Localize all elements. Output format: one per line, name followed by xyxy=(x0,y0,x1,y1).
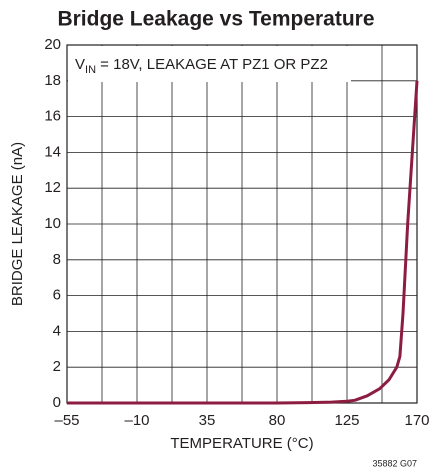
y-tick-label: 10 xyxy=(44,215,61,232)
y-tick-label: 16 xyxy=(44,108,61,125)
y-tick-label: 2 xyxy=(53,358,61,375)
annotation: VIN = 18V, LEAKAGE AT PZ1 OR PZ2 xyxy=(75,56,328,76)
y-axis-label: BRIDGE LEAKAGE (nA) xyxy=(9,142,26,306)
y-tick-label: 8 xyxy=(53,251,61,268)
x-tick-label: –10 xyxy=(124,412,149,429)
y-tick-label: 4 xyxy=(53,322,61,339)
data-line xyxy=(67,80,419,405)
x-tick-label: 80 xyxy=(269,412,286,429)
x-tick-label: 125 xyxy=(334,412,359,429)
y-tick-label: 18 xyxy=(44,72,61,89)
annotation-rest: = 18V, LEAKAGE AT PZ1 OR PZ2 xyxy=(96,56,328,73)
y-tick-label: 0 xyxy=(53,394,61,411)
footnote: 35882 G07 xyxy=(372,458,417,468)
y-tick-label: 14 xyxy=(44,143,61,160)
y-tick-label: 20 xyxy=(44,36,61,53)
x-tick-label: 170 xyxy=(404,412,429,429)
annotation-box xyxy=(68,46,351,82)
chart-title: Bridge Leakage vs Temperature xyxy=(57,8,374,31)
annotation-sub: IN xyxy=(85,64,96,76)
x-axis-label: TEMPERATURE (°C) xyxy=(170,435,313,452)
x-tick-label: 35 xyxy=(199,412,216,429)
annotation-main: V xyxy=(75,56,85,73)
x-tick-label: –55 xyxy=(54,412,79,429)
y-tick-label: 12 xyxy=(44,179,61,196)
y-tick-label: 6 xyxy=(53,287,61,304)
